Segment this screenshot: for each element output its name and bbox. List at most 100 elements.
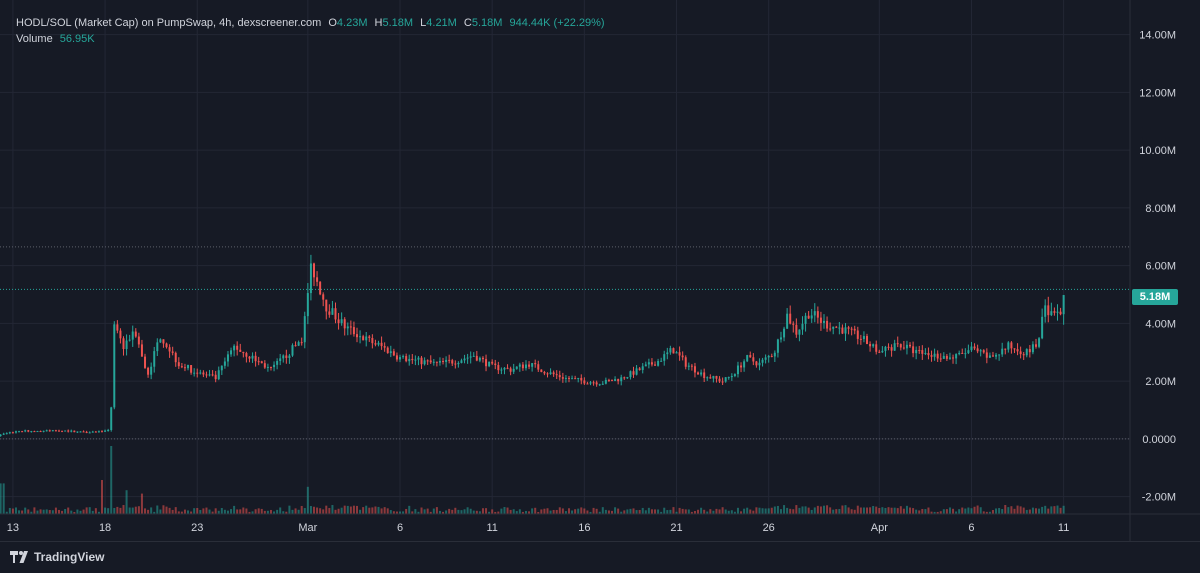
candle-body (442, 361, 445, 363)
volume-bar (789, 508, 792, 514)
candle-body (998, 354, 1001, 356)
candle-body (872, 344, 875, 347)
candle-body (417, 357, 420, 360)
candle-body (303, 316, 306, 343)
symbol-title: HODL/SOL (Market Cap) on PumpSwap, 4h, d… (16, 17, 322, 29)
volume-bar (955, 511, 958, 514)
volume-bar (1025, 509, 1028, 514)
candle-body (104, 430, 107, 432)
candle-body (792, 323, 795, 325)
volume-bar (518, 509, 521, 514)
candle-body (475, 355, 478, 361)
volume-bar (936, 511, 939, 514)
candle-body (122, 338, 125, 350)
x-tick-label: Apr (871, 522, 888, 534)
candle-body (936, 353, 939, 359)
volume-bar (150, 507, 153, 514)
price-axis[interactable]: 14.00M 12.00M 10.00M 8.00M 6.00M 4.00M 2.00M 0.… (1139, 30, 1176, 504)
candle-body (749, 355, 752, 358)
volume-bar (558, 507, 561, 514)
candle-body (57, 430, 60, 432)
change-value: 944.44K (+22.29%) (509, 17, 605, 29)
candle-body (97, 431, 100, 433)
candle-body (626, 377, 629, 379)
candle-body (389, 351, 392, 354)
volume-bar (147, 509, 150, 514)
candle-body (36, 431, 39, 433)
candle-body (512, 368, 515, 372)
candle-body (733, 374, 736, 376)
candle-body (254, 355, 257, 362)
volume-bar (804, 506, 807, 514)
candle-body (377, 342, 380, 345)
candle-body (153, 351, 156, 367)
volume-bar (733, 511, 736, 514)
candle-body (853, 328, 856, 331)
volume-bar (365, 505, 368, 514)
volume-bar (902, 508, 905, 514)
candle-body (248, 356, 251, 359)
candle-body (346, 326, 349, 329)
price-chart[interactable]: 14.00M 12.00M 10.00M 8.00M 6.00M 4.00M 2.00M 0.… (0, 0, 1200, 541)
candle-body (890, 347, 893, 351)
candle-body (414, 359, 417, 361)
volume-bar (743, 508, 746, 514)
candle-body (411, 358, 414, 361)
volume-bar (564, 511, 567, 514)
candle-body (337, 319, 340, 324)
candle-body (736, 365, 739, 375)
volume-bar (819, 506, 822, 514)
candle-body (813, 311, 816, 316)
volume-bar (463, 509, 466, 514)
candle-body (598, 384, 601, 386)
volume-bar (245, 508, 248, 514)
volume-bar (266, 510, 269, 514)
reference-lines (0, 246, 1130, 440)
volume-bar (107, 508, 110, 514)
volume-bar (472, 510, 475, 514)
volume-bar (230, 509, 233, 514)
candle-body (982, 350, 985, 353)
candle-body (466, 357, 469, 359)
volume-bar (607, 510, 610, 514)
volume-bar (727, 510, 730, 514)
volume-bar (8, 507, 11, 514)
volume-bar (263, 510, 266, 514)
volume-bar (571, 510, 574, 514)
volume-bar (48, 510, 51, 514)
volume-bar (1041, 506, 1044, 514)
volume-bar (408, 505, 411, 514)
volume-bar (392, 511, 395, 514)
candle-body (721, 381, 724, 383)
close-value: 5.18M (471, 17, 503, 29)
candle-body (144, 356, 147, 368)
candle-body (125, 340, 128, 350)
tradingview-brand[interactable]: TradingView (10, 550, 104, 564)
volume-bar (405, 508, 408, 514)
candle-body (343, 319, 346, 329)
candle-body (952, 357, 955, 359)
candle-body (623, 377, 626, 379)
candle-body (924, 353, 927, 355)
volume-bar (300, 505, 303, 514)
volume-bar (368, 507, 371, 514)
volume-bar (1022, 507, 1025, 514)
candle-body (909, 344, 912, 347)
volume-bar (749, 509, 752, 514)
candle-body (239, 349, 242, 352)
volume-bar (660, 511, 663, 514)
candle-body (288, 355, 291, 359)
candle-body (306, 293, 309, 317)
candle-body (620, 377, 623, 382)
time-axis[interactable]: 13 18 23 Mar 6 11 16 21 26 Apr 6 11 (7, 522, 1070, 534)
candle-body (927, 353, 930, 356)
volume-bar (85, 507, 88, 514)
candle-body (918, 350, 921, 352)
volume-bar (254, 509, 257, 514)
volume-bar (303, 508, 306, 514)
volume-bar (555, 509, 558, 514)
volume-bar (641, 507, 644, 514)
volume-bar (485, 508, 488, 514)
candle-body (1025, 349, 1028, 356)
candle-body (217, 370, 220, 380)
